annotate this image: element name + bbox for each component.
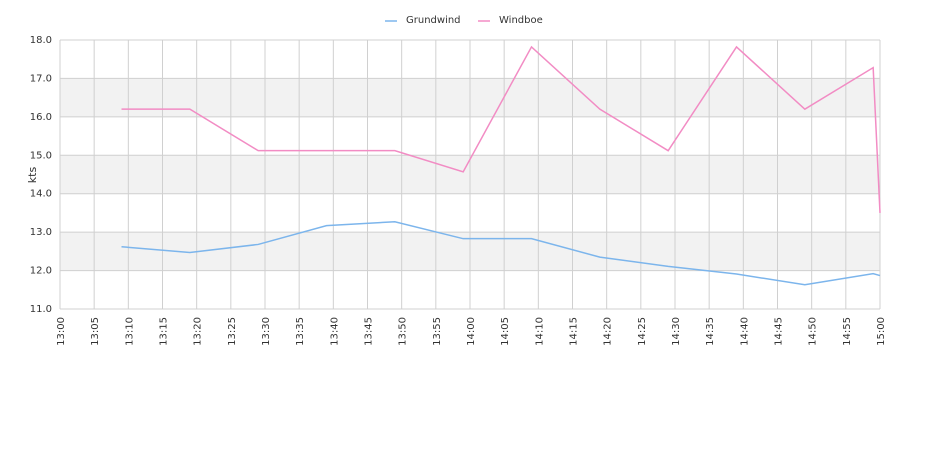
x-tick-label: 13:00	[56, 317, 67, 346]
x-tick-label: 14:45	[774, 317, 785, 346]
x-tick-label: 14:55	[842, 317, 853, 346]
x-tick-label: 13:30	[261, 317, 272, 346]
x-tick-label: 14:20	[603, 317, 614, 346]
x-tick-label: 14:15	[569, 317, 580, 346]
x-tick-label: 13:55	[432, 317, 443, 346]
x-tick-label: 13:25	[227, 317, 238, 346]
x-tick-label: 13:15	[159, 317, 170, 346]
legend-label: Grundwind	[406, 15, 461, 26]
x-tick-label: 13:50	[398, 317, 409, 346]
x-tick-label: 14:50	[808, 317, 819, 346]
x-tick-label: 14:10	[534, 317, 545, 346]
x-tick-label: 14:35	[705, 317, 716, 346]
x-tick-label: 14:05	[500, 317, 511, 346]
x-tick-label: 13:35	[295, 317, 306, 346]
series-line	[121, 45, 881, 213]
y-tick-label: 16.0	[30, 112, 52, 123]
y-axis-label: kts	[26, 167, 39, 184]
x-tick-label: 14:25	[637, 317, 648, 346]
legend-label: Windboe	[499, 15, 543, 26]
y-tick-label: 12.0	[30, 266, 52, 277]
x-tick-label: 14:00	[466, 317, 477, 346]
y-tick-label: 17.0	[30, 73, 52, 84]
x-tick-label: 13:10	[124, 317, 135, 346]
x-tick-label: 14:40	[739, 317, 750, 346]
x-tick-label: 15:00	[876, 317, 887, 346]
x-tick-label: 13:20	[193, 317, 204, 346]
y-tick-label: 13.0	[30, 227, 52, 238]
x-tick-label: 13:45	[364, 317, 375, 346]
x-tick-label: 13:05	[90, 317, 101, 346]
y-tick-label: 15.0	[30, 150, 52, 161]
series-line	[121, 221, 881, 286]
y-tick-label: 14.0	[30, 189, 52, 200]
x-tick-label: 13:40	[329, 317, 340, 346]
x-tick-label: 14:30	[671, 317, 682, 346]
y-tick-label: 18.0	[30, 35, 52, 46]
y-tick-label: 11.0	[30, 304, 52, 315]
